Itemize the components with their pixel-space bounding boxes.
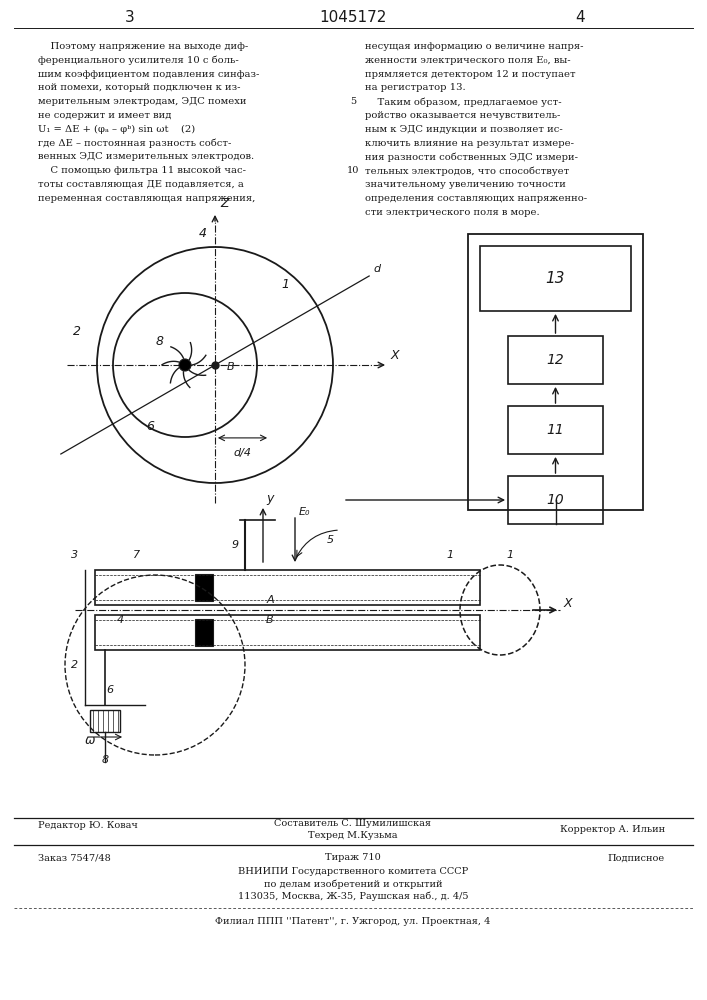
Text: d: d <box>373 264 380 274</box>
Text: переменная составляющая напряжения,: переменная составляющая напряжения, <box>38 194 255 203</box>
Text: 2: 2 <box>71 660 78 670</box>
Text: женности электрического поля E₀, вы-: женности электрического поля E₀, вы- <box>365 56 571 65</box>
Text: Заказ 7547/48: Заказ 7547/48 <box>38 854 111 862</box>
Text: Составитель С. Шумилишская: Составитель С. Шумилишская <box>274 818 431 828</box>
Text: тоты составляющая ДЕ подавляется, а: тоты составляющая ДЕ подавляется, а <box>38 180 244 189</box>
Text: Техред М.Кузьма: Техред М.Кузьма <box>308 830 398 840</box>
Text: U₁ = ΔE + (φₐ – φᵇ) sin ωt    (2): U₁ = ΔE + (φₐ – φᵇ) sin ωt (2) <box>38 125 195 134</box>
Text: значительному увеличению точности: значительному увеличению точности <box>365 180 566 189</box>
Text: Z: Z <box>220 197 228 210</box>
Text: ВНИИПИ Государственного комитета СССР: ВНИИПИ Государственного комитета СССР <box>238 867 468 876</box>
Text: С помощью фильтра 11 высокой час-: С помощью фильтра 11 высокой час- <box>38 166 246 175</box>
Text: 1: 1 <box>446 550 454 560</box>
Text: 6: 6 <box>107 685 114 695</box>
Text: ной помехи, который подключен к из-: ной помехи, который подключен к из- <box>38 83 240 92</box>
Text: Тираж 710: Тираж 710 <box>325 854 381 862</box>
Text: ным к ЭДС индукции и позволяет ис-: ным к ЭДС индукции и позволяет ис- <box>365 125 563 134</box>
Bar <box>95 615 480 650</box>
Text: 2: 2 <box>73 325 81 338</box>
Text: E₀: E₀ <box>299 507 310 517</box>
Text: по делам изобретений и открытий: по делам изобретений и открытий <box>264 879 443 889</box>
Text: не содержит и имеет вид: не содержит и имеет вид <box>38 111 171 120</box>
Text: ференциального усилителя 10 с боль-: ференциального усилителя 10 с боль- <box>38 56 239 65</box>
Bar <box>508 336 603 384</box>
Text: ния разности собственных ЭДС измери-: ния разности собственных ЭДС измери- <box>365 152 578 162</box>
Text: 4: 4 <box>575 10 585 25</box>
Bar <box>468 234 643 510</box>
Bar <box>508 406 603 454</box>
Text: A: A <box>267 595 274 605</box>
Text: Подписное: Подписное <box>608 854 665 862</box>
Bar <box>90 710 120 732</box>
Text: 10: 10 <box>347 166 359 175</box>
Text: 10: 10 <box>547 493 564 507</box>
Bar <box>95 570 480 605</box>
Text: ω: ω <box>85 734 95 747</box>
Text: определения составляющих напряженно-: определения составляющих напряженно- <box>365 194 587 203</box>
Circle shape <box>179 359 191 371</box>
Text: 3: 3 <box>71 550 78 560</box>
Text: 4: 4 <box>117 615 124 625</box>
Bar <box>195 574 213 601</box>
Text: прямляется детектором 12 и поступает: прямляется детектором 12 и поступает <box>365 70 575 79</box>
Text: X: X <box>564 597 573 610</box>
Text: несущая информацию о величине напря-: несущая информацию о величине напря- <box>365 42 583 51</box>
Text: сти электрического поля в море.: сти электрического поля в море. <box>365 208 539 217</box>
Text: 8: 8 <box>101 755 109 765</box>
Text: 113035, Москва, Ж-35, Раушская наб., д. 4/5: 113035, Москва, Ж-35, Раушская наб., д. … <box>238 891 468 901</box>
Text: 1045172: 1045172 <box>320 10 387 25</box>
Text: мерительным электродам, ЭДС помехи: мерительным электродам, ЭДС помехи <box>38 97 247 106</box>
Text: венных ЭДС измерительных электродов.: венных ЭДС измерительных электродов. <box>38 152 254 161</box>
Text: 4: 4 <box>199 227 207 240</box>
Text: d/4: d/4 <box>233 448 252 458</box>
Text: 6: 6 <box>146 420 154 433</box>
Text: 11: 11 <box>547 423 564 437</box>
Text: B: B <box>267 615 274 625</box>
Text: 1: 1 <box>506 550 513 560</box>
Text: 7: 7 <box>134 550 141 560</box>
Text: 3: 3 <box>125 10 135 25</box>
Text: Корректор А. Ильин: Корректор А. Ильин <box>560 826 665 834</box>
Text: шим коэффициентом подавления синфаз-: шим коэффициентом подавления синфаз- <box>38 70 259 79</box>
Text: ключить влияние на результат измере-: ключить влияние на результат измере- <box>365 139 574 148</box>
Text: Редактор Ю. Ковач: Редактор Ю. Ковач <box>38 822 138 830</box>
Bar <box>480 246 631 311</box>
Text: Поэтому напряжение на выходе диф-: Поэтому напряжение на выходе диф- <box>38 42 248 51</box>
Text: B: B <box>227 362 235 372</box>
Text: 5: 5 <box>327 535 334 545</box>
Bar <box>195 619 213 646</box>
Text: тельных электродов, что способствует: тельных электродов, что способствует <box>365 166 569 176</box>
Text: 9: 9 <box>231 540 238 550</box>
Text: ройство оказывается нечувствитель-: ройство оказывается нечувствитель- <box>365 111 561 120</box>
Text: 1: 1 <box>282 278 290 291</box>
Text: Филиал ППП ''Патент'', г. Ужгород, ул. Проектная, 4: Филиал ППП ''Патент'', г. Ужгород, ул. П… <box>216 916 491 926</box>
Text: 8: 8 <box>156 335 164 348</box>
Bar <box>508 476 603 524</box>
Text: 13: 13 <box>546 271 566 286</box>
Text: Таким образом, предлагаемое уст-: Таким образом, предлагаемое уст- <box>365 97 561 107</box>
Text: 12: 12 <box>547 353 564 367</box>
Text: где ΔE – постоянная разность собст-: где ΔE – постоянная разность собст- <box>38 139 231 148</box>
Text: X: X <box>391 349 399 362</box>
Text: на регистратор 13.: на регистратор 13. <box>365 83 466 92</box>
Text: 5: 5 <box>350 97 356 106</box>
Text: y: y <box>266 492 274 505</box>
